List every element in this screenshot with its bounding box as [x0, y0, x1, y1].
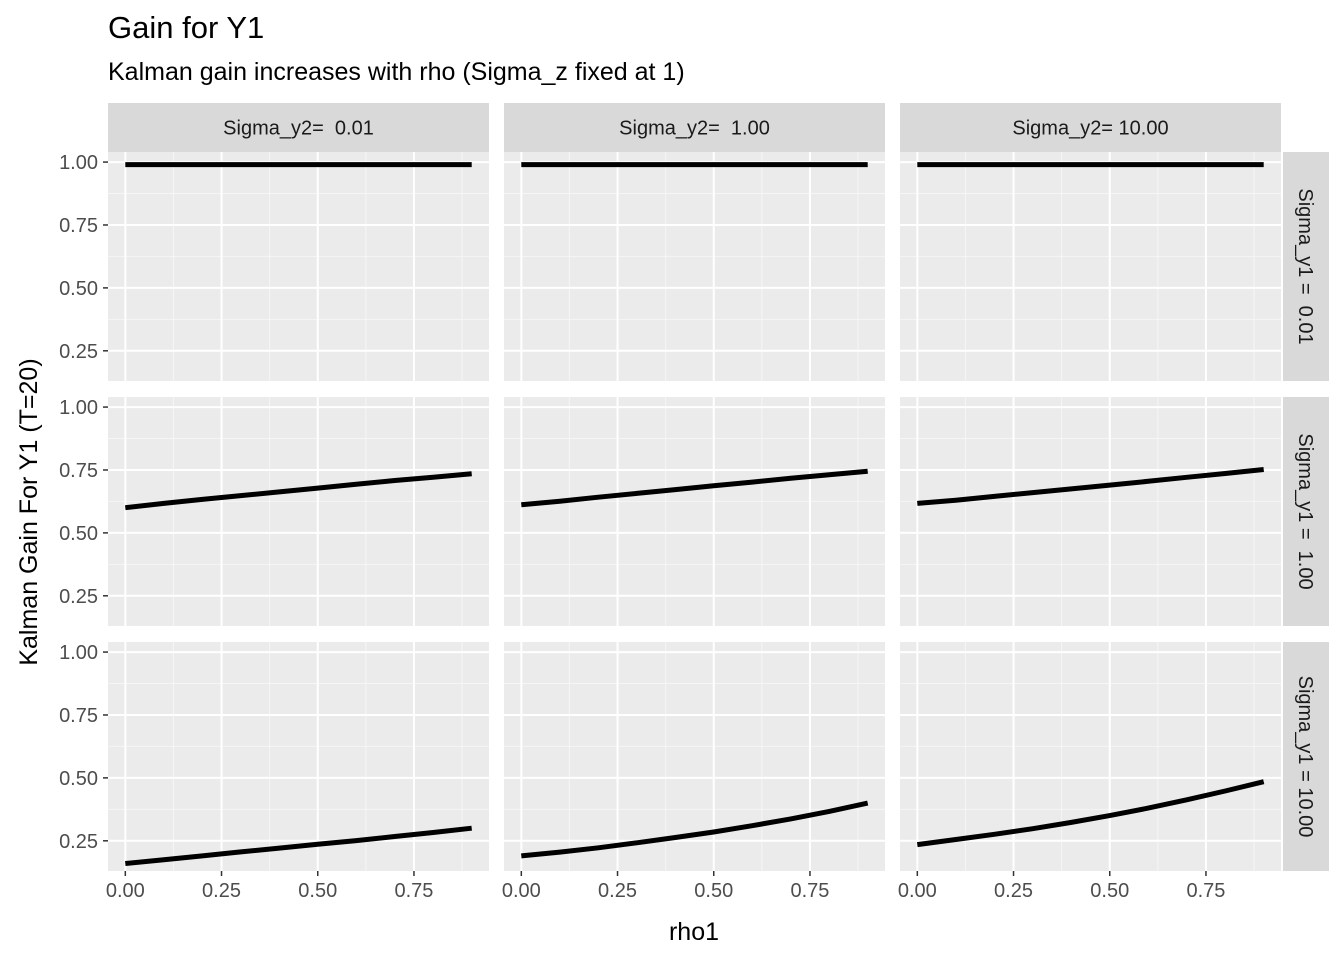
facet-strip-row-1: Sigma_y1 = 0.01 [1283, 152, 1329, 381]
facet-strip-row-3: Sigma_y1 = 10.00 [1283, 642, 1329, 871]
facet-strip-col-3: Sigma_y2= 10.00 [900, 103, 1281, 152]
series-line-r2-c1 [125, 471, 472, 511]
x-tick-label: 0.50 [694, 880, 733, 902]
facet-strip-label: Sigma_y2= 1.00 [619, 118, 770, 140]
x-tick-label: 0.75 [790, 880, 829, 902]
series-line-r2-c3 [917, 467, 1264, 506]
panel-r2-c2 [504, 397, 885, 626]
panel-r2-c1 [108, 397, 489, 626]
panel-r2-c3 [900, 397, 1281, 626]
facet-strip-label: Sigma_y1 = 0.01 [1294, 188, 1316, 344]
x-tick-label: 0.50 [1090, 880, 1129, 902]
panel-background [108, 152, 489, 381]
facet-strip-row-2: Sigma_y1 = 1.00 [1283, 397, 1329, 626]
facet-strip-col-1: Sigma_y2= 0.01 [108, 103, 489, 152]
strip-background [108, 103, 489, 152]
panel-background [900, 397, 1281, 626]
y-tick-label: 1.00 [59, 642, 98, 664]
x-axis-label: rho1 [669, 918, 719, 946]
y-tick-label: 1.00 [59, 152, 98, 174]
x-tick-label: 0.75 [394, 880, 433, 902]
panel-r1-c3 [900, 152, 1281, 381]
x-tick-label: 0.25 [202, 880, 241, 902]
facet-strip-label: Sigma_y1 = 1.00 [1294, 433, 1316, 589]
facet-strip-label: Sigma_y1 = 10.00 [1294, 676, 1316, 838]
chart-subtitle: Kalman gain increases with rho (Sigma_z … [108, 58, 685, 86]
panel-r3-c1 [108, 642, 489, 871]
x-tick-label: 0.25 [598, 880, 637, 902]
facet-strip-col-2: Sigma_y2= 1.00 [504, 103, 885, 152]
x-tick-label: 0.00 [106, 880, 145, 902]
x-tick-label: 0.50 [298, 880, 337, 902]
facet-strip-label: Sigma_y2= 10.00 [1012, 118, 1168, 140]
panel-background [504, 152, 885, 381]
y-axis-label: Kalman Gain For Y1 (T=20) [15, 358, 43, 665]
panel-background [108, 642, 489, 871]
y-tick-label: 0.25 [59, 341, 98, 363]
y-tick-label: 0.75 [59, 705, 98, 727]
series-line-r2-c2 [521, 468, 868, 508]
panel-r1-c2 [504, 152, 885, 381]
panel-background [108, 397, 489, 626]
chart-title: Gain for Y1 [108, 10, 265, 45]
y-tick-label: 0.75 [59, 215, 98, 237]
panel-background [504, 397, 885, 626]
facet-strip-label: Sigma_y2= 0.01 [223, 118, 374, 140]
strip-background [1283, 642, 1329, 871]
series-line-r3-c3 [916, 779, 1265, 848]
y-tick-label: 0.25 [59, 586, 98, 608]
y-tick-label: 0.50 [59, 768, 98, 790]
x-tick-label: 0.00 [502, 880, 541, 902]
series-line-r3-c1 [125, 825, 472, 866]
x-tick-label: 0.75 [1186, 880, 1225, 902]
panel-r3-c3 [900, 642, 1281, 871]
panel-background [900, 642, 1281, 871]
strip-background [504, 103, 885, 152]
x-tick-label: 0.25 [994, 880, 1033, 902]
y-tick-label: 0.75 [59, 460, 98, 482]
strip-background [1283, 397, 1329, 626]
x-tick-label: 0.00 [898, 880, 937, 902]
strip-background [900, 103, 1281, 152]
series-line-r3-c2 [521, 800, 869, 859]
panel-background [900, 152, 1281, 381]
y-tick-label: 0.25 [59, 831, 98, 853]
y-tick-label: 1.00 [59, 397, 98, 419]
strip-background [1283, 152, 1329, 381]
panel-r1-c1 [108, 152, 489, 381]
y-tick-label: 0.50 [59, 523, 98, 545]
y-tick-label: 0.50 [59, 278, 98, 300]
